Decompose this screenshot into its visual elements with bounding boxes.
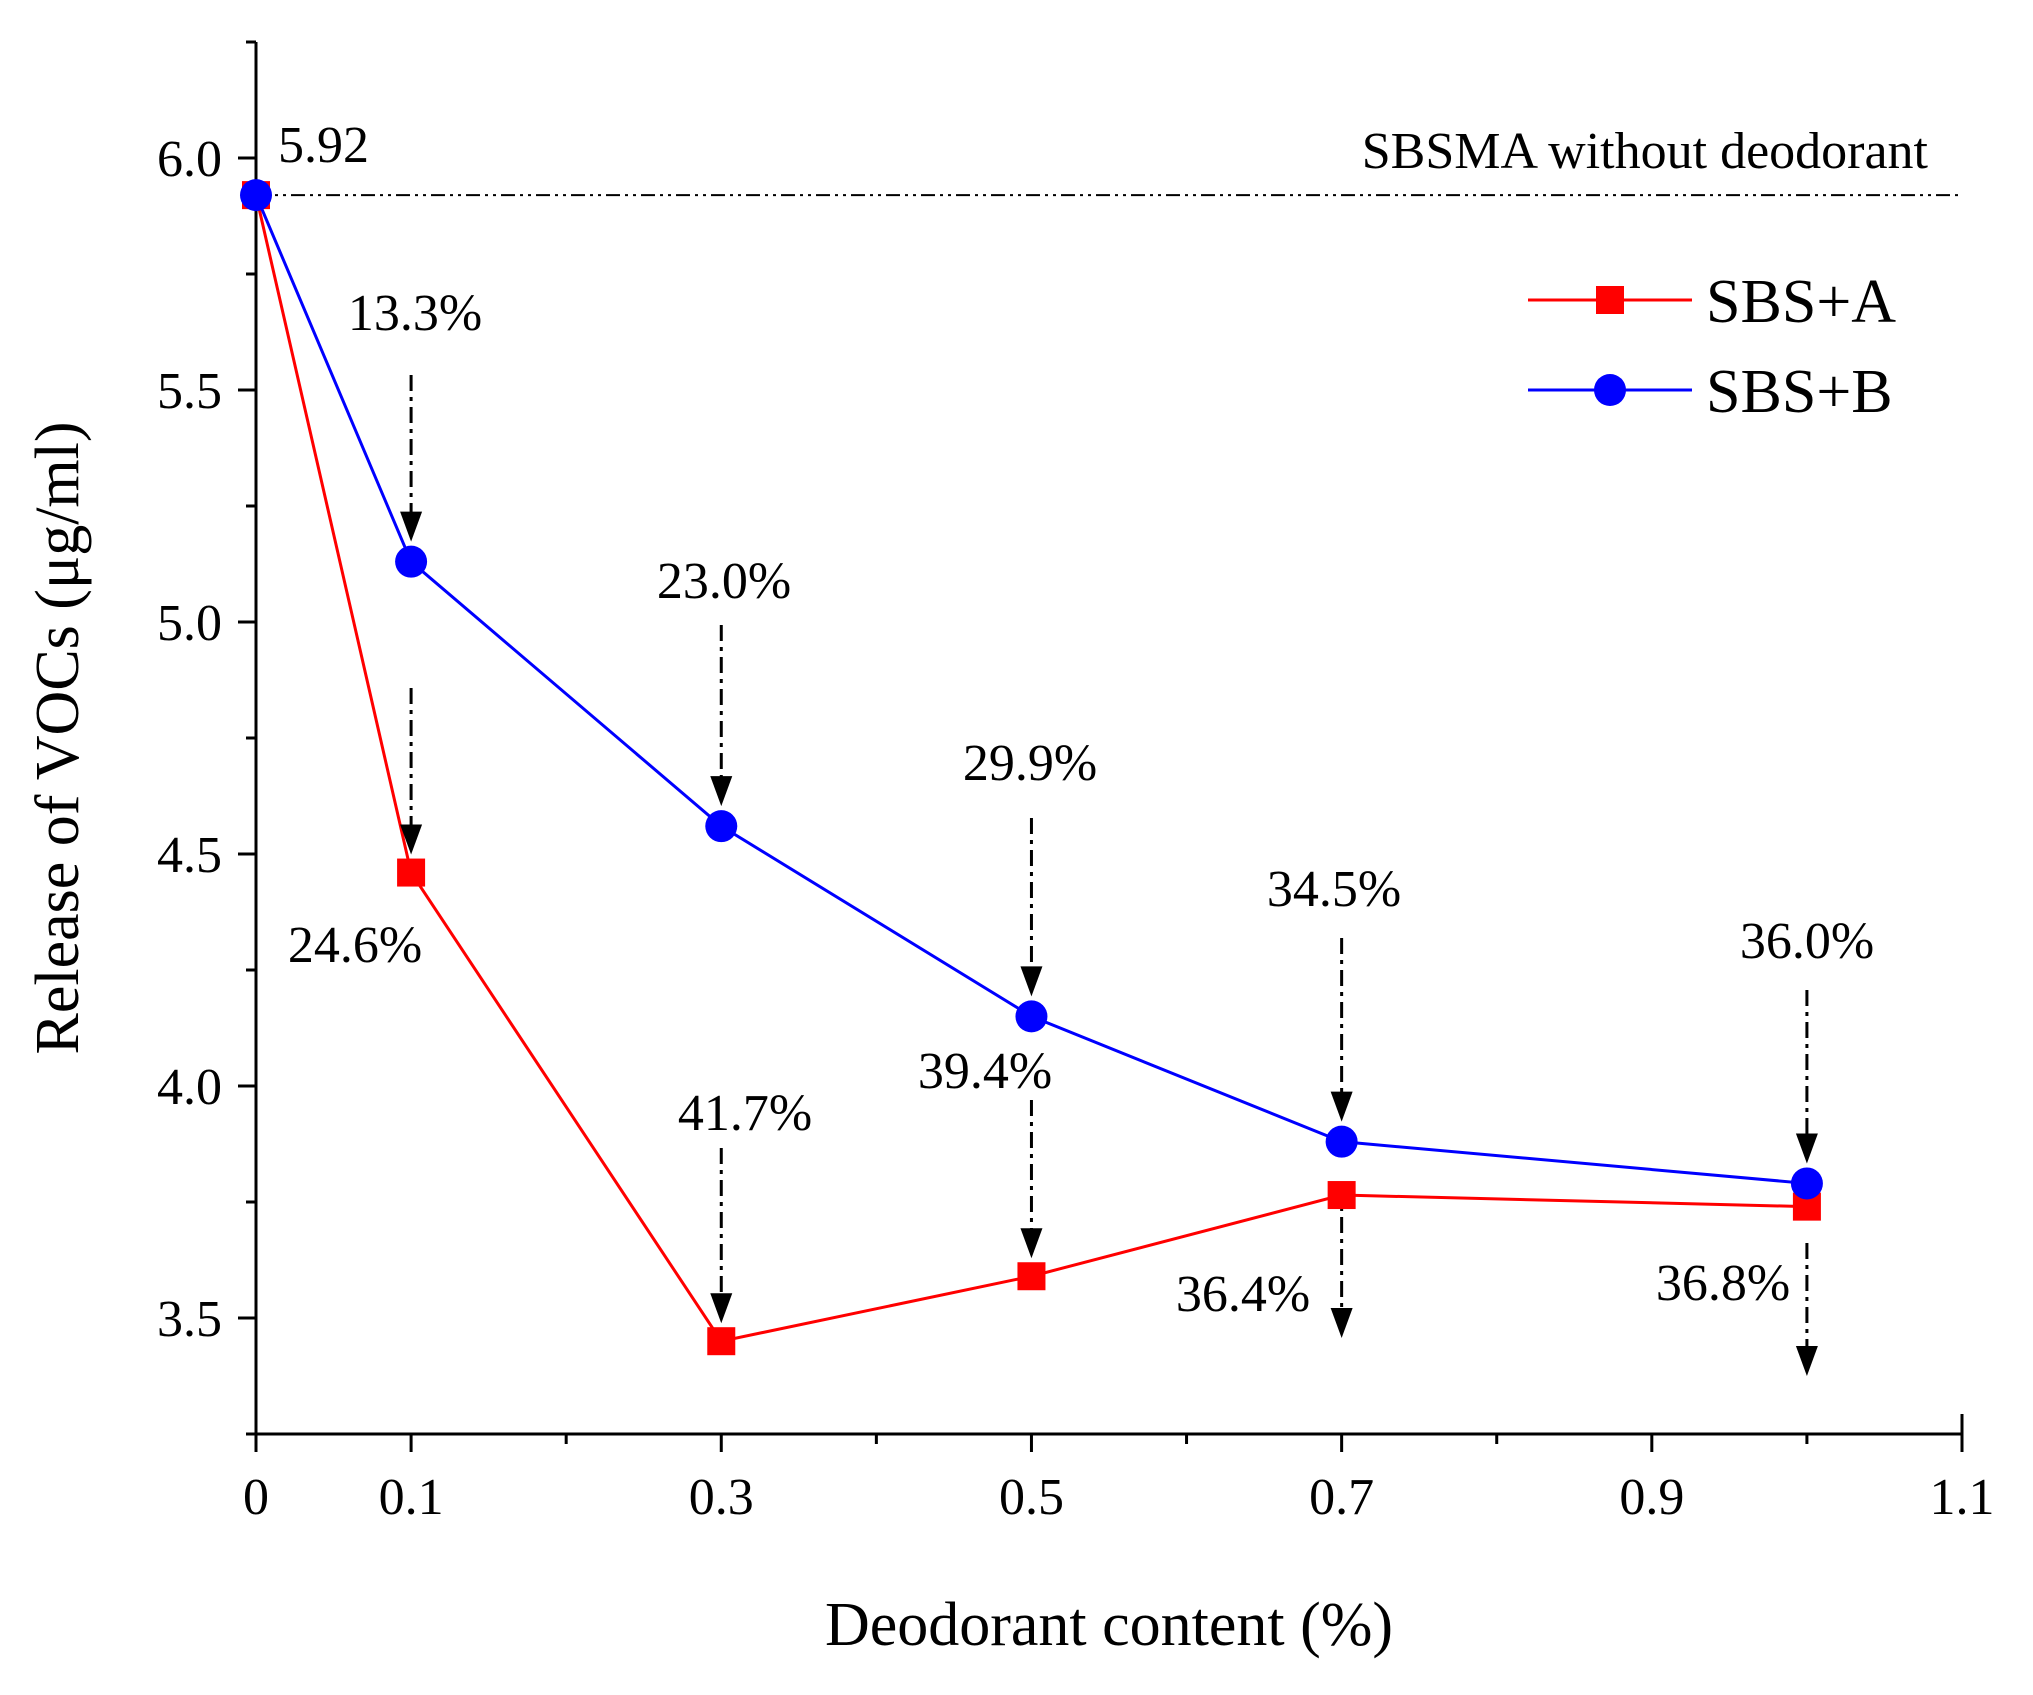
marker-sbs-a	[397, 858, 426, 887]
arrow-sbs-b-head	[1330, 1091, 1353, 1122]
legend: SBS+A SBS+B	[1528, 268, 1896, 426]
series-lines	[254, 194, 1808, 1343]
marker-sbs-b	[1790, 1167, 1823, 1200]
axes	[254, 42, 1964, 1436]
reference-line-group: SBSMA without deodorant 5.92	[256, 117, 1962, 197]
reference-value-label: 5.92	[278, 117, 369, 174]
reduction-label-sbs-a: 41.7%	[678, 1085, 812, 1142]
y-ticks: 3.5 4.0 4.5 5.0 5.5 6.0	[157, 40, 256, 1436]
y-tick-label: 5.5	[157, 363, 222, 420]
reduction-labels: 13.3% 23.0% 29.9% 34.5% 36.0% 24.6% 41.7% 39.4%…	[288, 285, 1874, 1323]
reduction-label-sbs-a: 36.4%	[1176, 1266, 1310, 1323]
x-tick-label: 0.1	[379, 1469, 444, 1526]
marker-sbs-a	[1327, 1181, 1356, 1210]
arrow-sbs-b-head	[1020, 966, 1043, 997]
reduction-label-sbs-a: 24.6%	[288, 917, 422, 974]
marker-sbs-b	[705, 810, 738, 843]
marker-sbs-a	[707, 1327, 736, 1356]
reduction-label-sbs-b: 34.5%	[1267, 861, 1401, 918]
x-tick-label: 0.9	[1619, 1469, 1684, 1526]
arrow-sbs-a-head	[400, 824, 423, 855]
y-axis-title: Release of VOCs (μg/ml)	[24, 421, 92, 1054]
reduction-label-sbs-b: 36.0%	[1740, 913, 1874, 970]
x-tick-label: 1.1	[1930, 1469, 1995, 1526]
reduction-label-sbs-b: 23.0%	[657, 553, 791, 610]
y-tick-label: 6.0	[157, 131, 222, 188]
x-tick-label: 0.3	[689, 1469, 754, 1526]
y-tick-label: 5.0	[157, 595, 222, 652]
legend-label: SBS+A	[1706, 268, 1896, 336]
arrow-sbs-a-head	[1795, 1346, 1818, 1376]
marker-sbs-b	[395, 545, 428, 578]
y-tick-label: 4.0	[157, 1059, 222, 1116]
legend-label: SBS+B	[1706, 358, 1893, 426]
series-markers	[240, 179, 1823, 1356]
x-tick-label: 0.5	[999, 1469, 1064, 1526]
marker-sbs-b	[1015, 1000, 1048, 1033]
arrow-sbs-a-head	[1020, 1228, 1043, 1259]
arrow-sbs-b-head	[1795, 1133, 1818, 1164]
arrow-sbs-b-head	[710, 776, 733, 807]
x-tick-label: 0	[243, 1469, 269, 1526]
marker-sbs-b	[1325, 1125, 1358, 1158]
reduction-label-sbs-b: 13.3%	[348, 285, 482, 342]
series-line-sbs-a	[254, 194, 1807, 1343]
arrow-sbs-a-head	[710, 1293, 733, 1324]
legend-marker-square	[1596, 286, 1624, 314]
reduction-label-sbs-b: 29.9%	[963, 735, 1097, 792]
legend-marker-circle	[1594, 374, 1626, 406]
arrow-sbs-b-head	[400, 511, 423, 542]
reduction-label-sbs-a: 36.8%	[1656, 1255, 1790, 1312]
reduction-arrows	[400, 375, 1818, 1376]
reduction-label-sbs-a: 39.4%	[918, 1043, 1052, 1100]
reference-line-label: SBSMA without deodorant	[1362, 123, 1929, 180]
marker-sbs-a	[1017, 1262, 1046, 1291]
x-ticks: 0 0.1 0.3 0.5 0.7 0.9 1.1	[243, 1434, 1995, 1526]
arrow-sbs-a-head	[1330, 1308, 1353, 1338]
x-axis-title: Deodorant content (%)	[825, 1591, 1393, 1659]
marker-sbs-b	[240, 179, 272, 212]
y-tick-label: 4.5	[157, 827, 222, 884]
series-line-sbs-b	[254, 194, 1808, 1185]
x-tick-label: 0.7	[1309, 1469, 1374, 1526]
y-tick-label: 3.5	[157, 1291, 222, 1348]
